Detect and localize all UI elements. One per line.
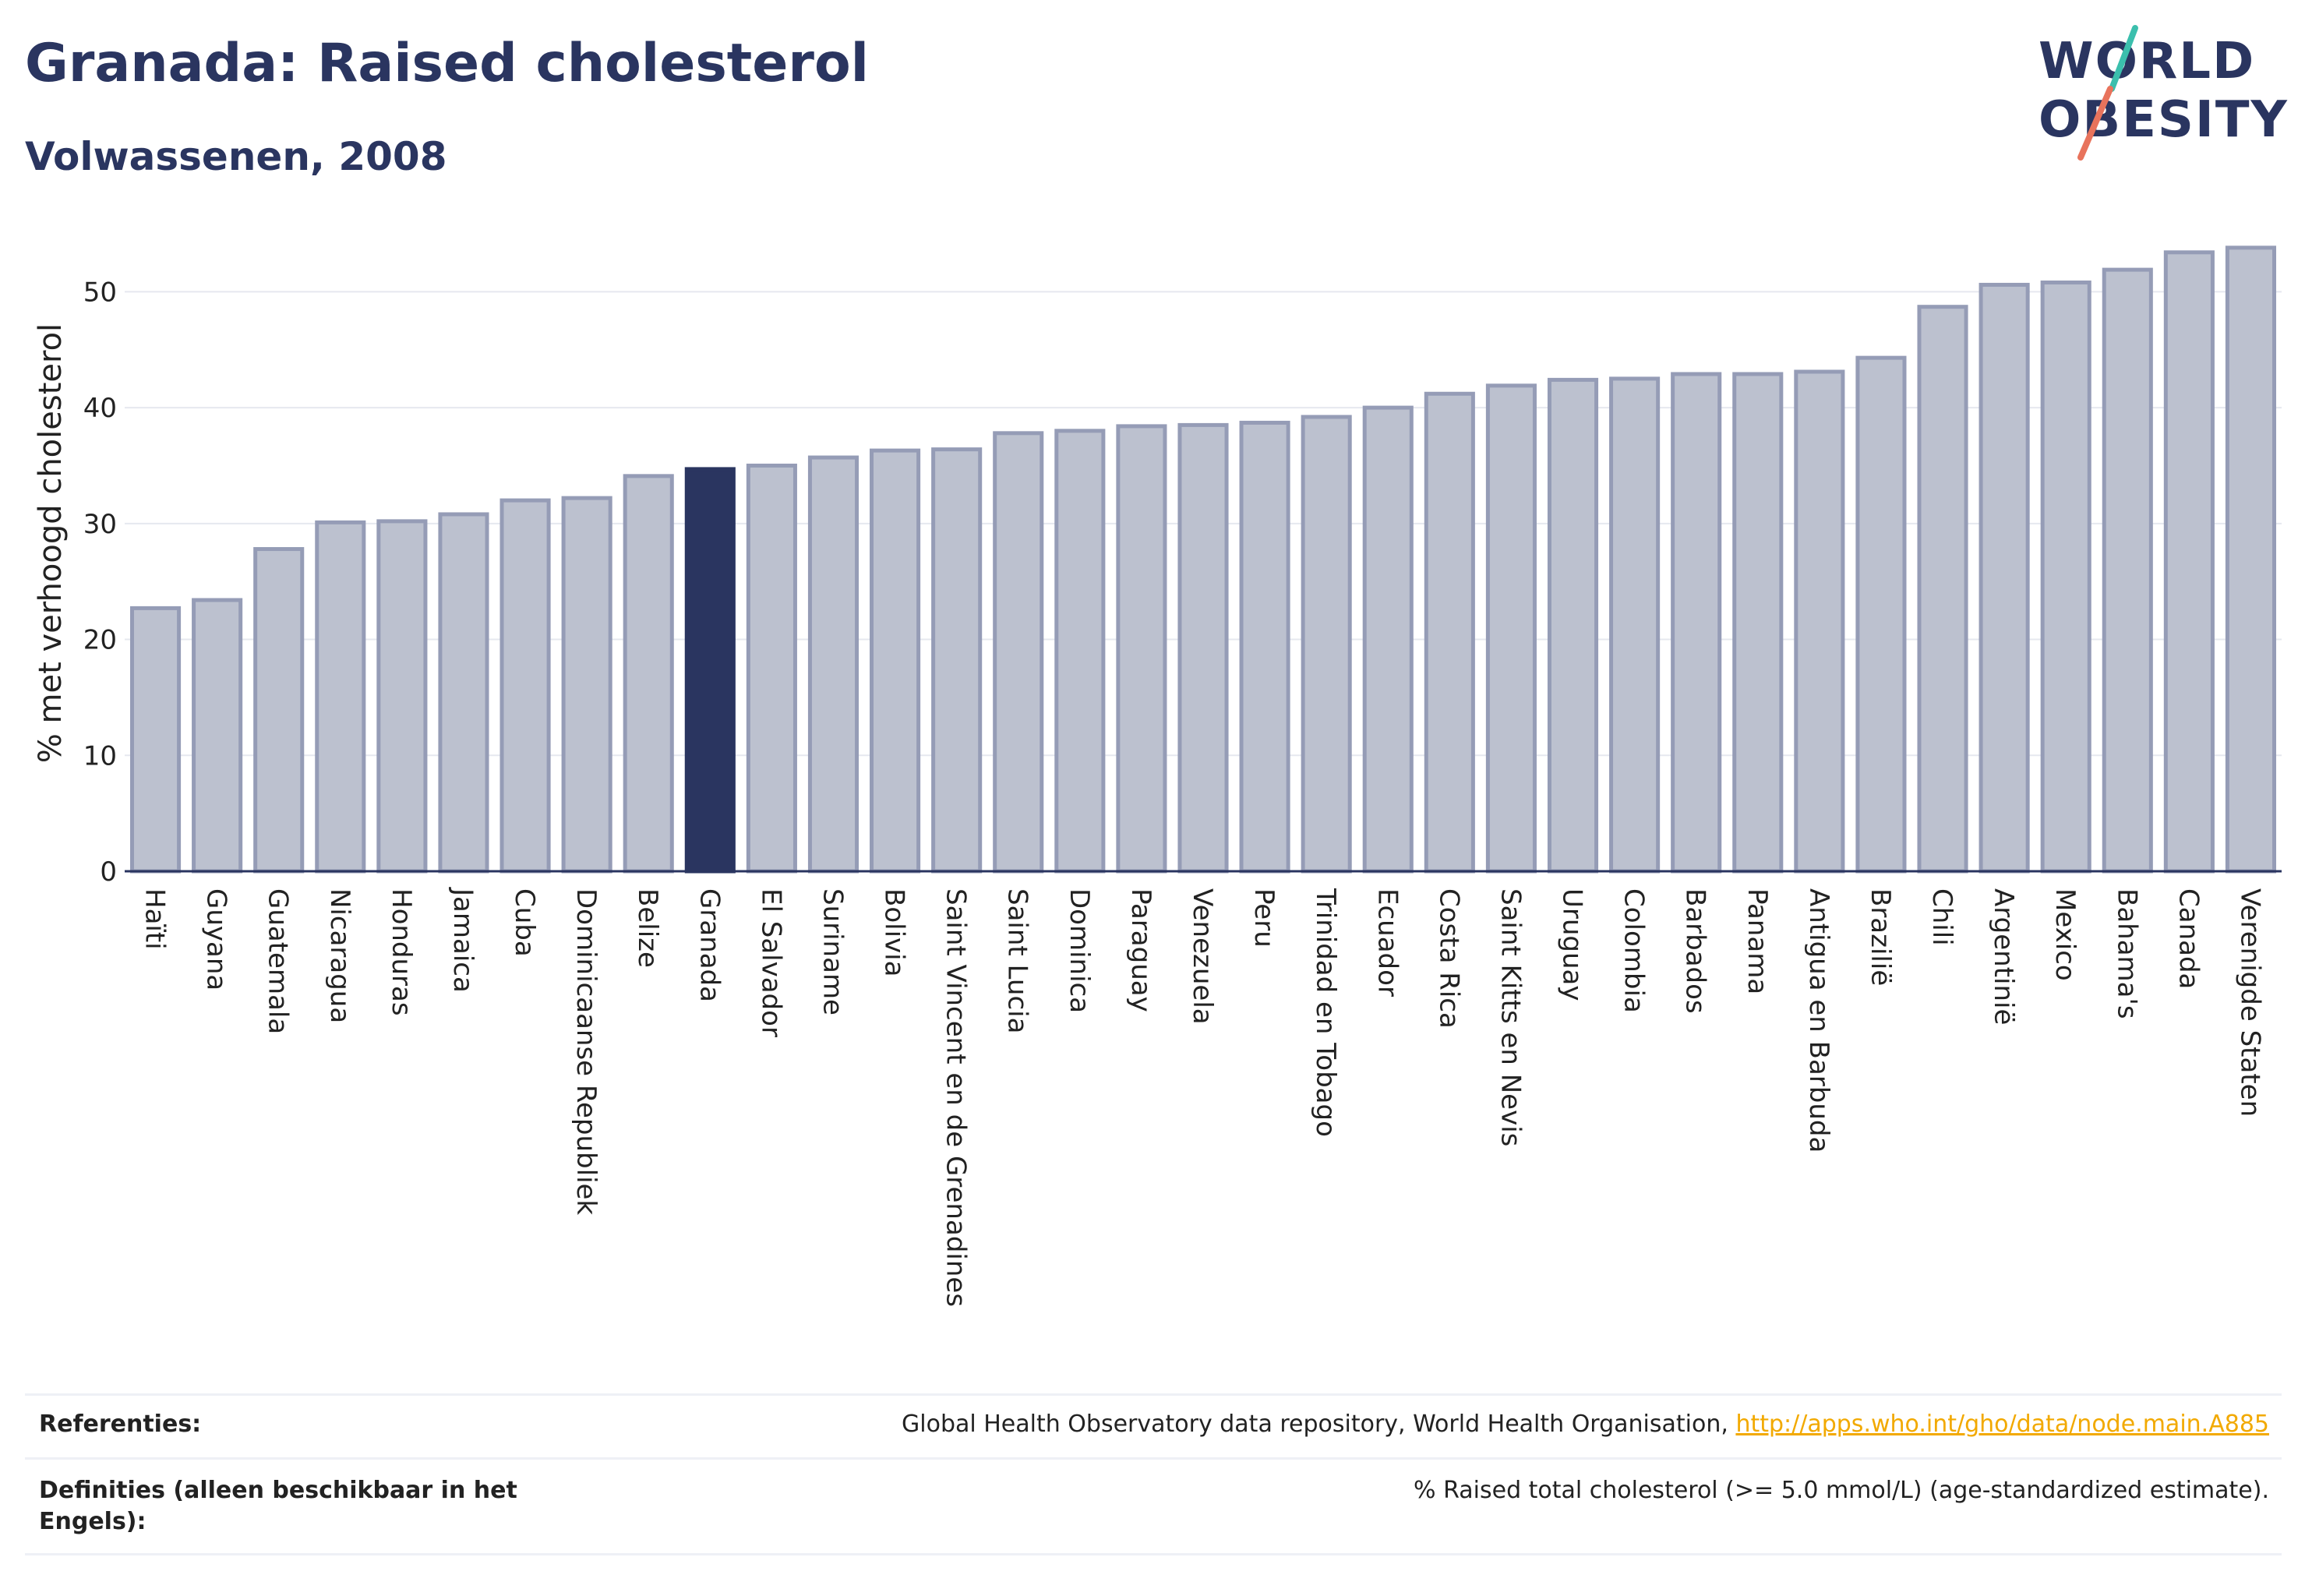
x-tick-label: Trinidad en Tobago [1310,888,1341,1137]
x-tick-label: Paraguay [1125,888,1156,1012]
references-label: Referenties: [39,1411,202,1438]
bar [807,455,860,874]
bar [1732,372,1784,874]
x-tick-label: Canada [2173,888,2204,989]
x-tick-label: Saint Lucia [1002,888,1033,1033]
bar [315,520,366,874]
bar-chart: 0 10 20 30 40 50 Haïti Guyana Guatemala Nicaragu… [33,245,2282,1307]
bars [129,245,2277,874]
x-tick-label: Panama [1742,888,1773,994]
bar [870,448,921,874]
x-tick-label: Suriname [817,888,848,1015]
page-title: Granada: Raised cholesterol [25,33,869,94]
x-tick-label: Honduras [386,888,417,1016]
x-tick-label: Dominicaanse Republiek [570,888,602,1215]
x-tick-label: Barbados [1680,888,1711,1014]
y-tick-label: 50 [83,277,117,308]
x-tick-label: El Salvador [755,888,786,1037]
x-tick-label: Haïti [139,888,171,950]
definitions-label: Definities (alleen beschikbaar in het En… [39,1477,517,1535]
x-tick-label: Venezuela [1187,888,1218,1025]
y-tick-labels: 0 10 20 30 40 50 [83,277,117,888]
x-tick-label: Antigua en Barbuda [1803,888,1834,1153]
x-tick-label: Mexico [2049,888,2081,981]
references-text: Global Health Observatory data repositor… [902,1411,1736,1438]
x-tick-label: Guatemala [263,888,294,1034]
definitions-value: % Raised total cholesterol (>= 5.0 mmol/… [1414,1477,2269,1504]
x-tick-label: Uruguay [1557,888,1588,1001]
bar [1424,391,1475,874]
x-tick-label: Brazilië [1865,888,1896,986]
bar [376,519,428,874]
x-tick-label: Costa Rica [1433,888,1464,1029]
bar [993,431,1044,874]
bar [1177,422,1229,874]
world-obesity-logo: WORLD OBESITY [2038,25,2289,161]
x-tick-label: Saint Kitts en Nevis [1495,888,1526,1146]
x-tick-label: Cuba [509,888,540,957]
footer-divider-bottom [25,1553,2282,1555]
x-tick-label: Verenigde Staten [2234,888,2265,1117]
y-tick-label: 10 [83,740,117,772]
references-row: Referenties: Global Health Observatory d… [25,1409,2282,1457]
logo-slash-coral [2077,86,2113,161]
x-tick-label: Chili [1926,888,1957,946]
x-tick-label: Bolivia [879,888,910,976]
bar [1301,415,1352,874]
bar [1239,420,1290,874]
bar [1671,372,1722,874]
y-tick-label: 40 [83,393,117,424]
bar [746,463,797,874]
x-tick-label: Bahama's [2111,888,2142,1019]
bar [253,547,305,874]
bar [438,512,489,874]
x-tick-label: Saint Vincent en de Grenadines [941,888,972,1307]
definitions-row: Definities (alleen beschikbaar in het En… [25,1475,2282,1553]
bar [2040,280,2091,874]
x-tick-label: Granada [694,888,725,1002]
bar [1116,424,1167,874]
x-tick-label: Guyana [201,888,232,990]
x-tick-label: Argentinië [1988,888,2019,1025]
x-tick-labels: Haïti Guyana Guatemala Nicaragua Honduras Jam… [139,887,2266,1307]
bar [1855,355,1907,874]
bar [192,598,243,874]
x-tick-label: Ecuador [1371,888,1403,997]
bar [1917,305,1968,874]
bar [1547,377,1599,874]
bar-highlight [684,467,736,874]
bar [1362,405,1414,874]
logo-word-world: WORLD [2038,33,2255,90]
x-tick-label: Dominica [1064,888,1095,1013]
bar [1794,369,1845,874]
x-tick-label: Colombia [1618,888,1650,1013]
bar [2225,245,2277,874]
bar [1609,376,1661,874]
y-tick-label: 20 [83,625,117,656]
y-tick-label: 0 [100,856,117,888]
bar [2163,250,2215,874]
footer-divider-top [25,1393,2282,1396]
bar [1485,383,1537,874]
bar [2102,267,2153,874]
bar [1054,429,1106,874]
references-link[interactable]: http://apps.who.int/gho/data/node.main.A… [1735,1411,2269,1438]
footer-divider-middle [25,1457,2282,1460]
x-tick-label: Belize [632,888,663,968]
logo-word-obesity: OBESITY [2038,91,2289,149]
references-value: Global Health Observatory data repositor… [902,1409,2269,1440]
bar [1978,282,2030,874]
x-tick-label: Jamaica [447,887,478,993]
x-tick-label: Nicaragua [324,888,355,1023]
page-subtitle: Volwassenen, 2008 [25,134,447,179]
y-axis-label: % met verhoogd cholesterol [33,323,69,763]
bar [623,474,674,874]
bar [931,447,983,874]
bar [499,498,551,874]
x-tick-label: Peru [1248,888,1280,948]
logo-slash-teal [2109,25,2138,92]
bar [561,496,612,874]
y-tick-label: 30 [83,509,117,540]
bar [129,606,182,874]
